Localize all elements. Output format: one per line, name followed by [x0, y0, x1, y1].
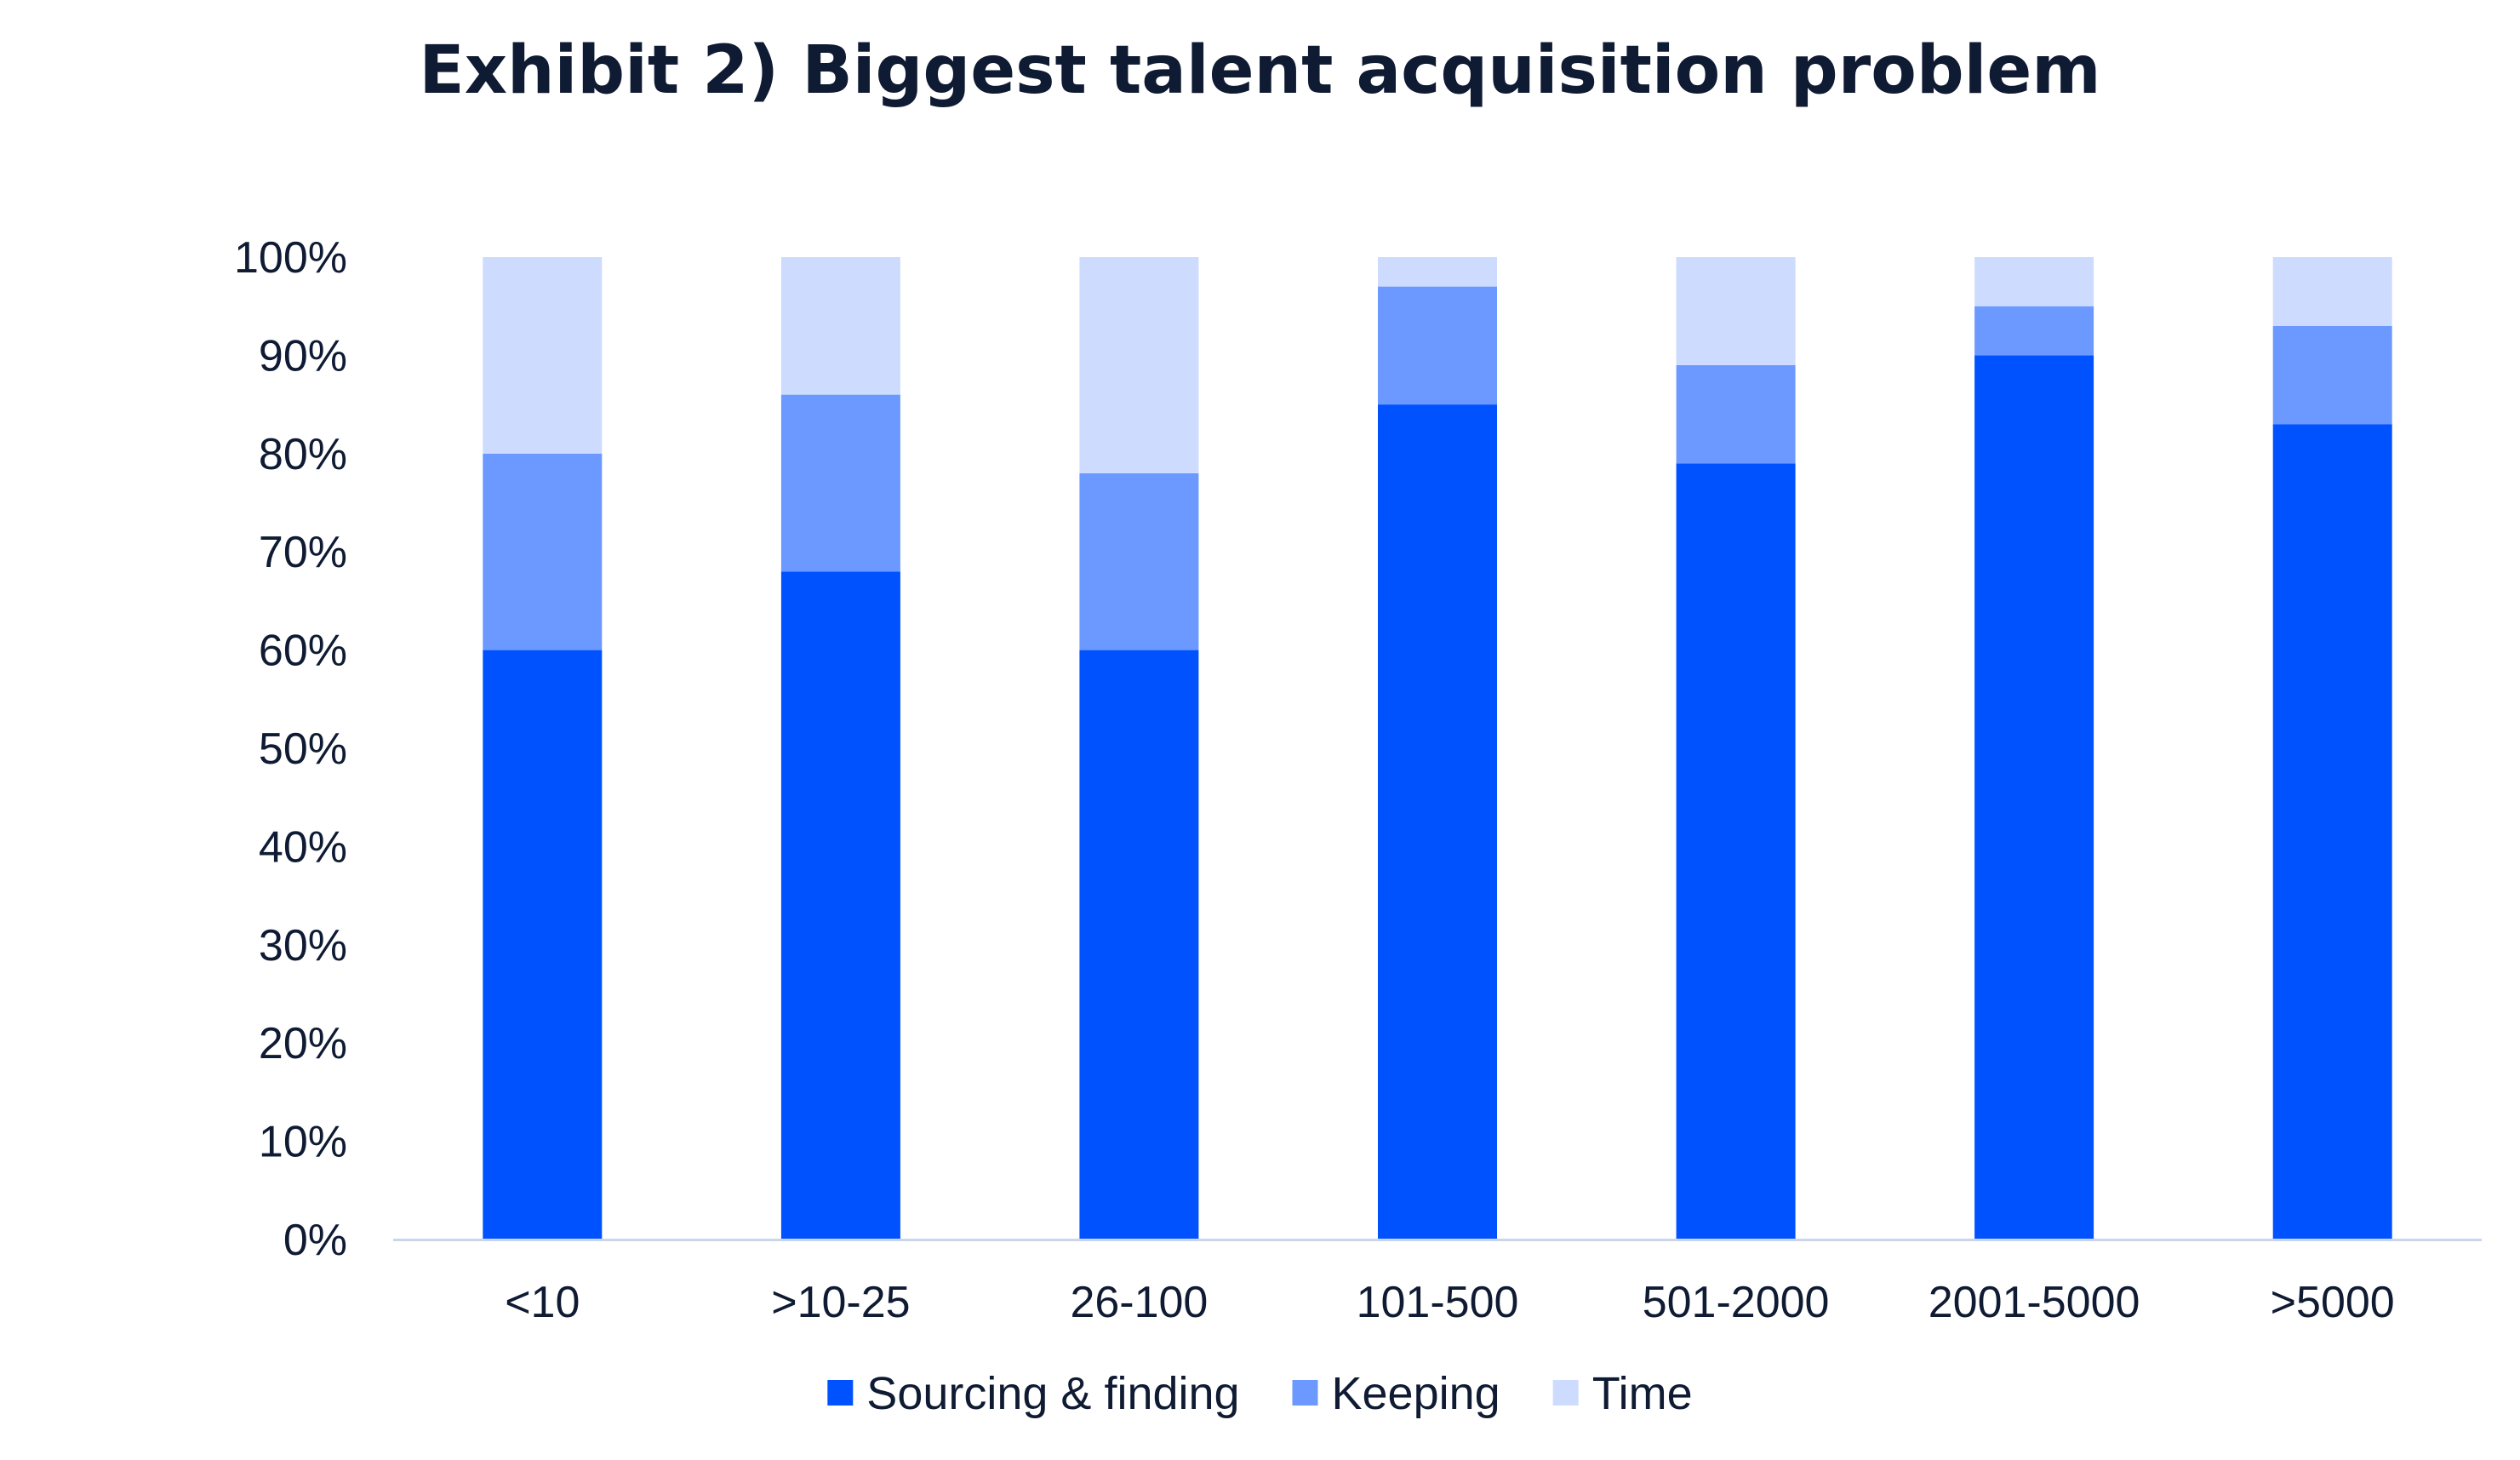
legend-swatch-2	[1292, 1380, 1318, 1406]
y-tick-label: 90%	[259, 331, 347, 381]
y-tick-label: 20%	[259, 1019, 347, 1068]
x-tick-label: <10	[505, 1278, 580, 1327]
x-tick-label: 26-100	[1070, 1278, 1208, 1327]
chart-title: Exhibit 2) Biggest talent acquisition pr…	[419, 32, 2101, 109]
bar-segment-3-3	[1079, 257, 1199, 473]
bar-segment-1-5	[1676, 463, 1796, 1240]
x-tick-label: 101-500	[1357, 1278, 1519, 1327]
legend-label-3: Time	[1592, 1368, 1693, 1419]
legend-label-2: Keeping	[1332, 1368, 1500, 1419]
x-tick-label: >5000	[2271, 1278, 2395, 1327]
bars-layer	[483, 257, 2392, 1240]
y-tick-label: 40%	[259, 822, 347, 872]
bar-segment-3-4	[1378, 257, 1497, 287]
y-tick-label: 60%	[259, 627, 347, 676]
bar-segment-3-1	[483, 257, 603, 454]
y-tick-label: 0%	[283, 1216, 347, 1265]
bar-segment-2-6	[1974, 306, 2094, 356]
bar-segment-2-1	[483, 453, 603, 650]
x-axis-ticks: <10 >10-25 26-100 101-500 501-2000 2001-5000 >…	[505, 1278, 2395, 1327]
y-tick-label: 30%	[259, 921, 347, 970]
bar-segment-3-5	[1676, 257, 1796, 365]
bar-segment-3-2	[780, 257, 900, 395]
bar-segment-2-2	[780, 394, 900, 572]
y-axis-ticks: 0% 10% 20% 30% 40% 50% 60% 70% 80% 90% 100%	[234, 233, 347, 1265]
bar-segment-3-7	[2272, 257, 2392, 326]
bar-segment-2-5	[1676, 364, 1796, 464]
bar-segment-1-6	[1974, 355, 2094, 1240]
x-tick-label: >10-25	[771, 1278, 910, 1327]
legend-label-1: Sourcing & finding	[866, 1368, 1239, 1419]
bar-segment-1-1	[483, 650, 603, 1240]
bar-segment-1-4	[1378, 404, 1497, 1240]
bar-segment-2-3	[1079, 472, 1199, 650]
legend: Sourcing & finding Keeping Time	[827, 1368, 1693, 1419]
legend-swatch-3	[1552, 1380, 1579, 1406]
bar-segment-1-2	[780, 571, 900, 1240]
y-tick-label: 10%	[259, 1118, 347, 1167]
x-tick-label: 2001-5000	[1929, 1278, 2140, 1327]
bar-segment-1-3	[1079, 650, 1199, 1240]
y-tick-label: 100%	[234, 233, 347, 283]
y-tick-label: 80%	[259, 430, 347, 479]
bar-segment-2-4	[1378, 286, 1497, 405]
bar-segment-3-6	[1974, 257, 2094, 306]
y-tick-label: 50%	[259, 724, 347, 774]
x-tick-label: 501-2000	[1643, 1278, 1830, 1327]
bar-segment-2-7	[2272, 325, 2392, 425]
legend-swatch-1	[827, 1380, 854, 1406]
bar-segment-1-7	[2272, 424, 2392, 1240]
y-tick-label: 70%	[259, 528, 347, 577]
